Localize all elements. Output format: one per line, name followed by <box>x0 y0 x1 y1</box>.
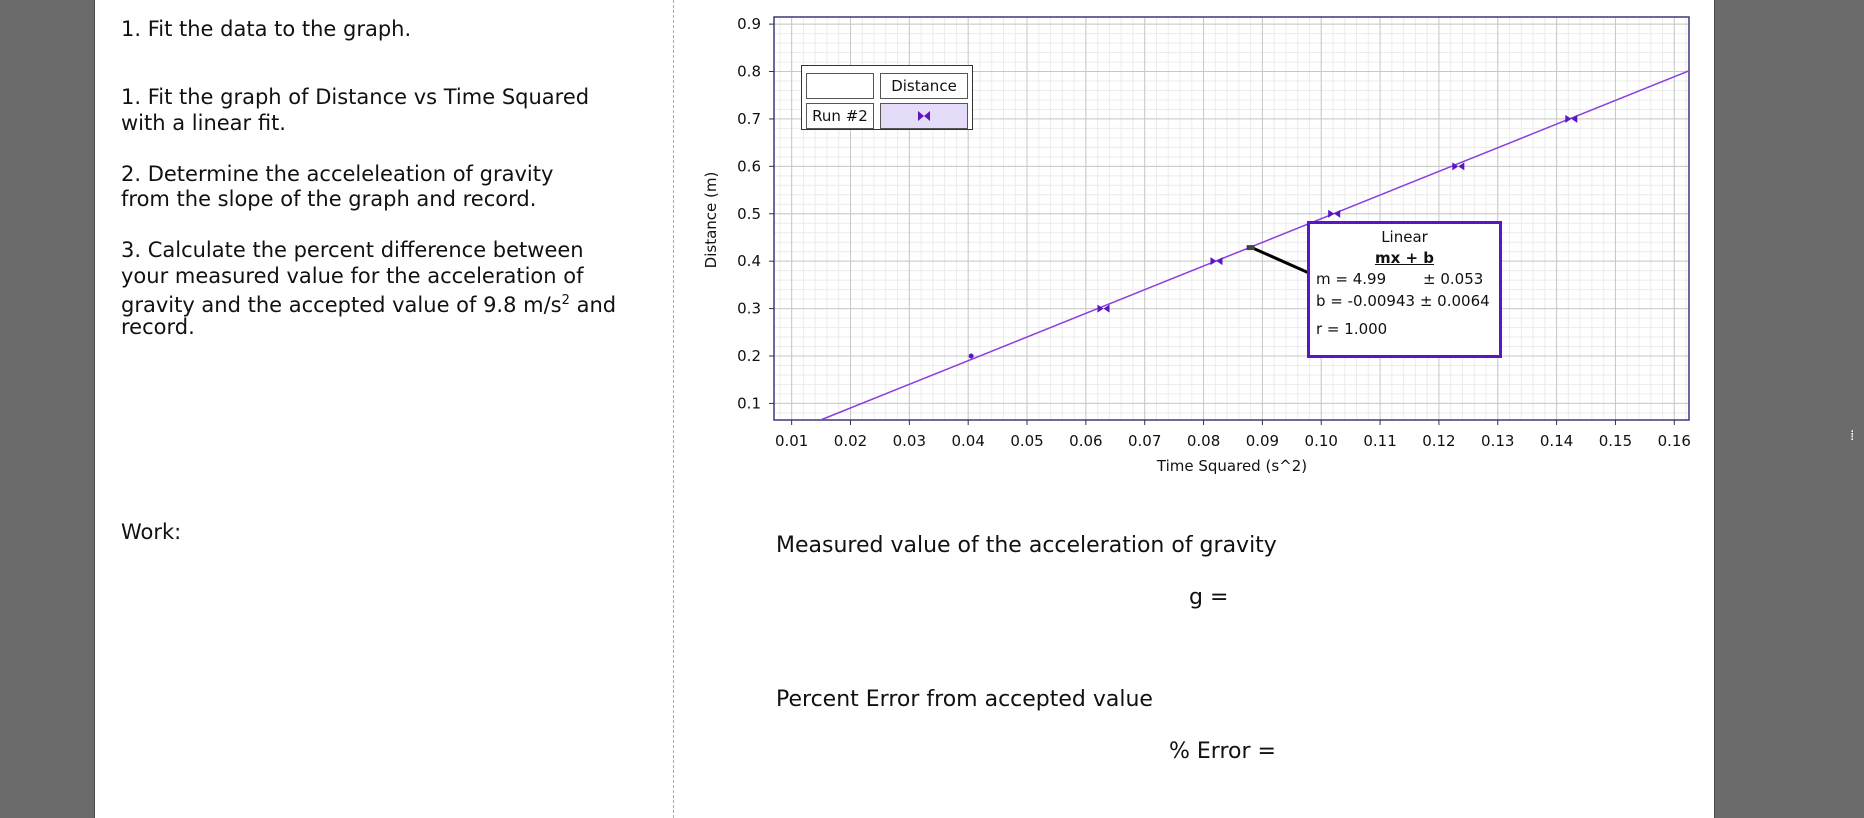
y-tick-label: 0.8 <box>737 63 761 81</box>
plot-area[interactable] <box>773 16 1690 421</box>
percent-error-label: % Error = <box>1169 739 1276 764</box>
step3-line3-tail: and <box>569 293 617 317</box>
linear-fit-box[interactable]: Linear mx + b m = 4.99 ± 0.053 b = -0.00… <box>1307 221 1502 358</box>
fit-title: Linear <box>1381 228 1428 246</box>
linear-fit-line <box>820 70 1690 421</box>
step3-line4: record. <box>121 315 195 339</box>
legend-run-swatch[interactable] <box>880 103 968 129</box>
data-point[interactable] <box>1328 209 1341 218</box>
g-label: g = <box>1189 585 1229 610</box>
scrollbar-handle[interactable]: ⁞ <box>1850 428 1855 444</box>
x-tick-label: 0.02 <box>834 432 867 450</box>
y-tick-label: 0.3 <box>737 300 761 318</box>
step3-line1: 3. Calculate the percent difference betw… <box>121 238 584 262</box>
document-page: 1. Fit the data to the graph. 1. Fit the… <box>94 0 1715 818</box>
x-axis-label: Time Squared (s^2) <box>1156 457 1307 475</box>
bowtie-marker-icon <box>918 111 930 121</box>
y-tick-label: 0.2 <box>737 347 761 365</box>
data-point[interactable] <box>1097 304 1110 313</box>
squared-superscript: 2 <box>561 293 570 308</box>
step-fit-data: 1. Fit the data to the graph. <box>121 17 412 41</box>
x-tick-label: 0.10 <box>1305 432 1338 450</box>
step3-line3-text: gravity and the accepted value of 9.8 m/… <box>121 293 562 317</box>
y-tick-label: 0.1 <box>737 394 761 412</box>
x-tick-label: 0.06 <box>1069 432 1102 450</box>
step2-line1: 2. Determine the acceleleation of gravit… <box>121 162 554 186</box>
y-tick-label: 0.5 <box>737 205 761 223</box>
step2-line2: from the slope of the graph and record. <box>121 187 537 211</box>
percent-error-heading: Percent Error from accepted value <box>776 687 1153 712</box>
step3-line2: your measured value for the acceleration… <box>121 264 584 288</box>
fit-intercept: b = -0.00943 ± 0.0064 <box>1316 292 1490 310</box>
x-tick-label: 0.13 <box>1481 432 1514 450</box>
fit-slope: m = 4.99 <box>1316 270 1387 288</box>
x-axis-ticks: 0.01 0.02 0.03 0.04 0.05 0.06 0.07 0.08 0.09 0.10… <box>775 420 1691 450</box>
major-gridlines <box>774 17 1689 420</box>
y-tick-label: 0.9 <box>737 15 761 33</box>
x-tick-label: 0.14 <box>1540 432 1573 450</box>
data-point[interactable] <box>968 353 974 359</box>
chart-legend[interactable]: Distance Run #2 <box>801 65 973 130</box>
measured-heading: Measured value of the acceleration of gr… <box>776 533 1277 558</box>
fit-anchor-marker[interactable] <box>1246 245 1255 251</box>
y-axis-label: Distance (m) <box>702 172 720 269</box>
data-point[interactable] <box>1565 114 1578 123</box>
data-point[interactable] <box>1210 257 1223 266</box>
fit-annotation-leader <box>1250 245 1310 275</box>
data-point[interactable] <box>1452 162 1465 171</box>
x-tick-label: 0.05 <box>1010 432 1043 450</box>
data-points <box>968 114 1578 359</box>
distance-vs-time-squared-chart[interactable]: 0.01 0.02 0.03 0.04 0.05 0.06 0.07 0.08 0.09 0.10… <box>0 0 1864 485</box>
y-tick-label: 0.6 <box>737 157 761 175</box>
step1-line2: with a linear fit. <box>121 111 286 135</box>
x-tick-label: 0.11 <box>1363 432 1396 450</box>
y-axis-ticks: 0.1 0.2 0.3 0.4 0.5 0.6 0.7 0.8 0.9 <box>737 15 774 412</box>
x-tick-label: 0.01 <box>775 432 808 450</box>
x-tick-label: 0.03 <box>893 432 926 450</box>
legend-header: Distance <box>880 73 968 99</box>
y-tick-label: 0.7 <box>737 110 761 128</box>
fit-slope-uncertainty: ± 0.053 <box>1423 270 1484 288</box>
x-tick-label: 0.15 <box>1599 432 1632 450</box>
column-divider <box>673 0 674 818</box>
fit-equation: mx + b <box>1374 249 1435 267</box>
work-label: Work: <box>121 520 182 544</box>
x-tick-label: 0.12 <box>1422 432 1455 450</box>
x-tick-label: 0.07 <box>1128 432 1161 450</box>
x-tick-label: 0.16 <box>1658 432 1691 450</box>
legend-blank-cell <box>806 73 874 99</box>
y-tick-label: 0.4 <box>737 252 761 270</box>
step3-line3: gravity and the accepted value of 9.8 m/… <box>121 288 616 318</box>
legend-run-label: Run #2 <box>806 103 874 129</box>
step1-line1: 1. Fit the graph of Distance vs Time Squ… <box>121 85 590 109</box>
x-tick-label: 0.09 <box>1246 432 1279 450</box>
x-tick-label: 0.04 <box>951 432 984 450</box>
fit-correlation: r = 1.000 <box>1316 320 1388 338</box>
x-tick-label: 0.08 <box>1187 432 1220 450</box>
